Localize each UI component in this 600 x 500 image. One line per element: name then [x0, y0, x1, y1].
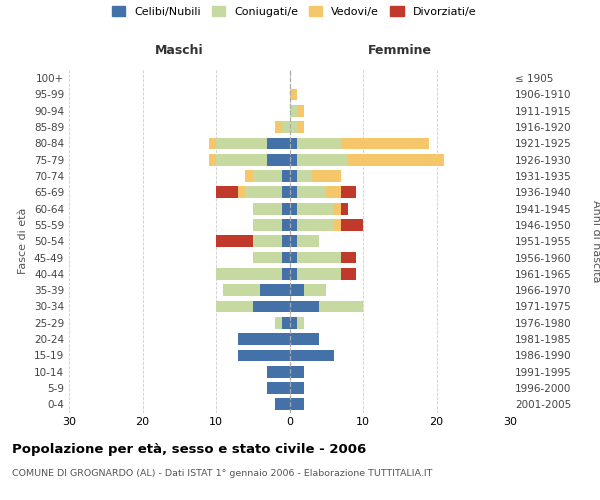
Bar — [216, 138, 268, 149]
Bar — [341, 219, 363, 231]
Bar — [297, 138, 341, 149]
Bar — [290, 186, 297, 198]
Bar — [216, 300, 253, 312]
Bar — [341, 203, 348, 214]
Bar — [297, 252, 341, 264]
Bar — [253, 236, 282, 247]
Text: Popolazione per età, sesso e stato civile - 2006: Popolazione per età, sesso e stato civil… — [12, 442, 366, 456]
Bar — [253, 203, 282, 214]
Bar — [282, 268, 290, 280]
Bar — [216, 154, 268, 166]
Bar — [290, 203, 297, 214]
Bar — [341, 138, 429, 149]
Bar — [282, 203, 290, 214]
Bar — [253, 300, 290, 312]
Bar — [290, 154, 297, 166]
Text: COMUNE DI GROGNARDO (AL) - Dati ISTAT 1° gennaio 2006 - Elaborazione TUTTITALIA.: COMUNE DI GROGNARDO (AL) - Dati ISTAT 1°… — [12, 469, 433, 478]
Bar — [290, 398, 304, 410]
Text: Femmine: Femmine — [368, 44, 432, 57]
Bar — [290, 138, 297, 149]
Bar — [275, 317, 282, 328]
Bar — [311, 170, 341, 182]
Bar — [334, 219, 341, 231]
Bar — [290, 105, 297, 117]
Legend: Celibi/Nubili, Coniugati/e, Vedovi/e, Divorziati/e: Celibi/Nubili, Coniugati/e, Vedovi/e, Di… — [109, 3, 479, 20]
Bar — [297, 203, 334, 214]
Bar — [282, 252, 290, 264]
Bar — [253, 219, 282, 231]
Text: Maschi: Maschi — [155, 44, 203, 57]
Bar — [290, 236, 297, 247]
Bar — [334, 203, 341, 214]
Bar — [290, 219, 297, 231]
Bar — [297, 170, 311, 182]
Bar — [290, 170, 297, 182]
Bar — [348, 154, 444, 166]
Bar — [268, 138, 290, 149]
Bar — [223, 284, 260, 296]
Bar — [290, 366, 304, 378]
Y-axis label: Fasce di età: Fasce di età — [19, 208, 28, 274]
Bar — [282, 219, 290, 231]
Bar — [238, 333, 290, 345]
Bar — [216, 268, 282, 280]
Bar — [245, 186, 282, 198]
Bar — [216, 186, 238, 198]
Bar — [290, 88, 297, 101]
Bar — [297, 219, 334, 231]
Bar — [297, 105, 304, 117]
Bar — [282, 236, 290, 247]
Bar — [290, 317, 297, 328]
Bar — [290, 300, 319, 312]
Bar — [209, 154, 216, 166]
Bar — [297, 186, 326, 198]
Bar — [282, 317, 290, 328]
Bar — [341, 252, 356, 264]
Bar — [209, 138, 216, 149]
Bar — [282, 186, 290, 198]
Bar — [290, 252, 297, 264]
Bar — [268, 366, 290, 378]
Bar — [268, 382, 290, 394]
Bar — [282, 121, 290, 133]
Bar — [216, 236, 253, 247]
Bar — [297, 268, 341, 280]
Bar — [245, 170, 253, 182]
Bar — [253, 252, 282, 264]
Bar — [326, 186, 341, 198]
Bar — [290, 350, 334, 362]
Bar — [275, 398, 290, 410]
Bar — [297, 236, 319, 247]
Bar — [238, 350, 290, 362]
Bar — [304, 284, 326, 296]
Bar — [290, 333, 319, 345]
Bar — [268, 154, 290, 166]
Bar — [290, 382, 304, 394]
Bar — [253, 170, 282, 182]
Bar — [290, 268, 297, 280]
Bar — [238, 186, 245, 198]
Bar — [290, 121, 297, 133]
Bar — [275, 121, 282, 133]
Y-axis label: Anni di nascita: Anni di nascita — [591, 200, 600, 282]
Bar — [297, 317, 304, 328]
Bar — [341, 186, 356, 198]
Bar — [297, 154, 348, 166]
Bar — [341, 268, 356, 280]
Bar — [319, 300, 363, 312]
Bar — [282, 170, 290, 182]
Bar — [290, 284, 304, 296]
Bar — [260, 284, 290, 296]
Bar — [297, 121, 304, 133]
